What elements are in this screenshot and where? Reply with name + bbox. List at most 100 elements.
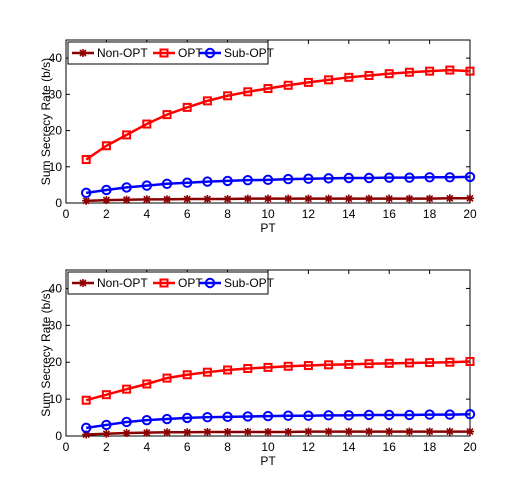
x-tick-label: 0 <box>63 440 70 454</box>
data-point <box>445 194 454 203</box>
data-point <box>263 84 273 94</box>
data-point <box>344 194 353 203</box>
data-point <box>465 66 475 76</box>
data-point <box>283 410 294 421</box>
legend-label: OPT <box>178 46 203 60</box>
data-point <box>264 194 272 203</box>
data-point <box>141 180 153 191</box>
data-point <box>222 175 233 187</box>
data-point <box>303 173 314 184</box>
data-point <box>202 411 213 423</box>
data-point <box>405 427 414 436</box>
x-tick-label: 6 <box>184 207 191 221</box>
data-point <box>81 422 92 434</box>
data-point <box>344 359 354 369</box>
data-point <box>202 367 212 377</box>
data-point <box>283 173 294 185</box>
x-tick-label: 14 <box>342 207 356 221</box>
series-sub-opt <box>81 409 476 434</box>
x-tick-label: 18 <box>423 207 437 221</box>
data-point <box>243 363 253 373</box>
y-tick-label: 30 <box>49 87 63 101</box>
data-point <box>424 409 435 420</box>
y-tick-label: 10 <box>49 392 63 406</box>
data-point <box>243 427 252 436</box>
chart-bottom: 0 2 4 6 8 10 12 14 16 18 20 0 10 20 30 40 PT Sum Secrecy … <box>39 269 477 468</box>
data-point <box>122 195 131 204</box>
data-point <box>365 427 373 436</box>
data-point <box>283 361 293 371</box>
data-point <box>102 429 111 438</box>
data-point <box>384 69 394 79</box>
data-point <box>223 195 232 204</box>
data-point <box>284 427 293 436</box>
data-point <box>242 411 254 422</box>
data-point <box>243 194 252 203</box>
x-tick-label: 10 <box>261 207 275 221</box>
data-point <box>364 70 374 80</box>
data-point <box>262 174 274 186</box>
data-point <box>162 110 172 120</box>
data-point <box>424 172 435 183</box>
data-point <box>445 65 455 75</box>
data-point <box>384 172 395 183</box>
legend-label: Sub-OPT <box>224 276 275 290</box>
x-tick-label: 8 <box>224 207 231 221</box>
x-tick-label: 0 <box>63 207 70 221</box>
data-point <box>81 395 91 405</box>
data-point <box>445 357 455 367</box>
data-point <box>363 409 375 421</box>
data-point <box>385 427 394 436</box>
data-point <box>161 178 173 190</box>
data-point <box>161 413 173 425</box>
data-point <box>404 358 414 368</box>
data-point <box>364 359 374 369</box>
data-point <box>121 182 132 193</box>
data-point <box>82 196 91 205</box>
data-point <box>303 77 313 87</box>
data-point <box>102 196 111 205</box>
data-point <box>324 360 334 370</box>
data-point <box>182 177 193 188</box>
data-point <box>242 174 254 186</box>
x-tick-label: 20 <box>463 440 477 454</box>
data-point <box>122 384 132 394</box>
data-point <box>344 427 353 436</box>
data-point <box>384 358 394 368</box>
x-tick-label: 14 <box>342 440 356 454</box>
data-point <box>385 194 394 203</box>
data-point <box>304 194 313 203</box>
data-point <box>466 427 474 436</box>
data-point <box>324 194 333 203</box>
data-point <box>101 141 111 151</box>
data-point <box>223 91 233 101</box>
x-tick-label: 8 <box>224 440 231 454</box>
data-point <box>343 410 354 421</box>
data-point <box>464 409 476 420</box>
data-point <box>324 75 334 85</box>
data-point <box>142 379 152 389</box>
data-point <box>202 176 213 187</box>
data-point <box>365 194 373 203</box>
data-point <box>101 390 111 400</box>
data-point <box>323 173 334 184</box>
data-point <box>425 66 435 76</box>
data-point <box>444 172 455 183</box>
data-point <box>121 416 132 428</box>
x-tick-label: 12 <box>302 440 316 454</box>
x-tick-label: 4 <box>143 207 150 221</box>
data-point <box>202 96 212 106</box>
data-point <box>182 370 192 380</box>
data-point <box>141 414 153 426</box>
data-point <box>284 194 293 203</box>
data-point <box>304 427 313 436</box>
y-tick-label: 0 <box>55 429 62 443</box>
data-point <box>142 195 151 204</box>
y-tick-label: 0 <box>55 196 62 210</box>
series-non-opt <box>82 427 474 439</box>
y-axis-label: Sum Secrecy Rate (b/s) <box>39 58 53 185</box>
legend-label: Sub-OPT <box>224 46 275 60</box>
data-point <box>445 427 454 436</box>
data-point <box>142 428 151 437</box>
legend: Non-OPT OPT Sub-OPT <box>67 41 275 65</box>
